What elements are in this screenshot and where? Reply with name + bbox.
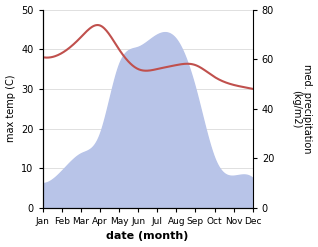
Y-axis label: med. precipitation
(kg/m2): med. precipitation (kg/m2) [291, 64, 313, 153]
X-axis label: date (month): date (month) [107, 231, 189, 242]
Y-axis label: max temp (C): max temp (C) [5, 75, 16, 143]
